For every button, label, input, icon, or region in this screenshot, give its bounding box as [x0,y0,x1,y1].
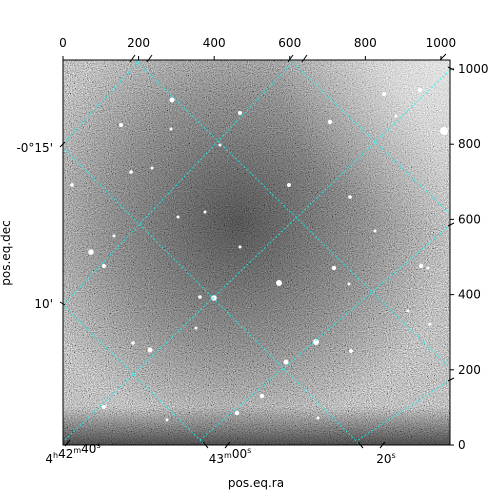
star [129,170,133,174]
star [313,339,319,345]
star [276,280,282,286]
star [418,263,424,269]
pixel-y-axis: 0 200 400 600 800 1000 [450,62,489,452]
star [198,295,202,299]
star [119,123,123,127]
star [259,393,265,399]
stars-layer [70,87,448,422]
star [131,341,135,345]
ra-tick-label: 20s [376,451,395,466]
star [150,166,154,170]
star [426,266,430,270]
star [203,210,207,214]
plot-frame [62,59,451,446]
star [102,405,106,409]
star [176,215,180,219]
pixel-x-tick-label: 800 [354,36,377,50]
star [417,87,423,93]
ra-tick-label: 43m00s [209,446,252,466]
star [88,249,94,255]
star [382,92,386,96]
coordinate-grid [63,60,450,445]
grid-line [63,64,291,306]
star [194,326,198,330]
star [327,119,333,125]
grid-line [199,224,450,441]
star [211,295,217,301]
pixel-y-tick-label: 800 [458,137,481,151]
star [394,114,398,118]
pixel-x-tick-label: 200 [127,36,150,50]
dec-tick-labels: -0°15' 10' [16,141,53,311]
star [428,322,432,326]
pixel-y-tick-label: 0 [458,438,466,452]
pixel-y-tick-label: 600 [458,212,481,226]
star [102,264,106,268]
star [347,282,351,286]
ra-tick-labels: 4h42m40s 43m00s 20s [45,441,395,466]
star [70,183,74,187]
pixel-x-axis: 0 200 400 600 800 1000 [59,36,456,60]
dec-tick-label: -0°15' [16,141,53,155]
pixel-x-tick-label: 0 [59,36,67,50]
star [406,309,410,313]
star [165,418,169,422]
grid-edge-ticks [59,53,455,449]
pixel-x-tick-label: 1000 [426,36,457,50]
pixel-y-tick-label: 1000 [458,62,489,76]
star [234,410,240,416]
star [440,127,448,135]
star [169,127,173,131]
star [169,97,175,103]
pixel-x-tick-label: 600 [278,36,301,50]
pixel-x-tick-label: 400 [203,36,226,50]
grid-line [63,304,206,445]
star [283,359,289,365]
star [349,349,353,353]
ra-tick-label: 4h42m40s [45,441,100,466]
x-axis-label: pos.eq.ra [228,476,284,490]
star [112,234,116,238]
grid-line [134,60,450,369]
y-axis-label: pos.eq.dec [0,220,13,285]
grid-line [289,60,450,215]
dec-tick-label: 10' [34,297,53,311]
star [147,347,153,353]
pixel-y-tick-label: 400 [458,288,481,302]
grid-line [64,69,450,441]
star [287,183,291,187]
star [238,245,242,249]
star [238,111,242,115]
star [316,416,320,420]
star [331,265,337,271]
star [348,195,352,199]
pixel-y-tick-label: 200 [458,363,481,377]
sky-image [63,60,450,445]
star [373,229,377,233]
